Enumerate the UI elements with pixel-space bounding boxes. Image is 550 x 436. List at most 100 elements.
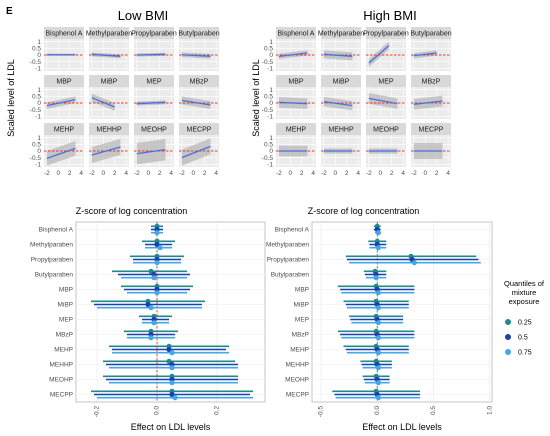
- facet-strip-label: MEP: [146, 79, 162, 86]
- x-tick-label: 2: [113, 170, 117, 177]
- facet-strip: [134, 123, 174, 135]
- x-tick-label: 2: [435, 170, 439, 177]
- fit-line: [278, 52, 308, 57]
- point-estimate: [375, 290, 381, 296]
- x-tick-label: -2: [276, 170, 282, 177]
- x-tick-label: -0.2: [94, 406, 101, 418]
- facet-strip: [366, 123, 406, 135]
- forest-panel: [75, 221, 266, 403]
- x-tick-label: 2: [345, 170, 349, 177]
- y-tick-label: 0: [269, 52, 273, 59]
- x-tick-label: -0.5: [318, 406, 325, 418]
- fit-line: [323, 53, 353, 57]
- y-tick-label: 0: [269, 100, 273, 107]
- facet-methylparaben: Methylparaben: [318, 27, 364, 71]
- point-estimate: [375, 230, 381, 236]
- category-label: MEHP: [54, 347, 73, 354]
- facet-strip: [276, 75, 316, 87]
- facet-mep: MEP: [134, 75, 174, 119]
- legend-title: mixture: [512, 288, 537, 297]
- y-tick-label: 1: [269, 87, 273, 94]
- facet-strip: [321, 123, 361, 135]
- point-estimate: [373, 275, 379, 281]
- facet-strip-label: MBzP: [422, 79, 441, 86]
- fit-line: [91, 97, 115, 108]
- y-tick-label: 0: [37, 52, 41, 59]
- high-bmi-title: High BMI: [363, 8, 416, 23]
- y-tick-label: -1: [35, 66, 41, 73]
- y-tick-label: 0.5: [264, 142, 273, 149]
- facet-strip-label: Methylparaben: [86, 31, 132, 38]
- x-axis-title: Effect on LDL levels: [131, 422, 211, 432]
- y-tick-label: -1: [267, 162, 273, 169]
- y-tick-label: -0.5: [30, 107, 42, 114]
- x-axis-title: Z-score of log concentration: [308, 206, 420, 216]
- x-tick-label: 4: [124, 170, 128, 177]
- facet-mbp: MBP 10.50-0.5-1: [30, 75, 84, 121]
- category-label: Bisphenol A: [275, 227, 310, 234]
- y-tick-label: -0.5: [262, 59, 274, 66]
- legend-title: Quantiles of: [504, 279, 545, 288]
- facet-butylparaben: Butylparaben: [410, 27, 452, 71]
- category-label: MBP: [295, 287, 309, 294]
- category-label: MBP: [59, 287, 73, 294]
- facet-mecpp: MECPP -2 0 2 4: [411, 123, 451, 177]
- y-tick-label: 0: [37, 148, 41, 155]
- fit-line: [413, 52, 437, 57]
- x-tick-label: 4: [79, 170, 83, 177]
- category-label: MEOHP: [285, 377, 309, 384]
- facet-methylparaben: Methylparaben: [86, 27, 132, 71]
- x-tick-label: 0: [101, 170, 105, 177]
- y-tick-label: 1: [37, 135, 41, 142]
- facet-mibp: MiBP: [89, 75, 129, 119]
- x-tick-label: -2: [134, 170, 140, 177]
- point-estimate: [148, 305, 154, 311]
- x-tick-label: 2: [68, 170, 72, 177]
- facet-strip-label: MEOHP: [141, 127, 167, 134]
- legend-label: 0.5: [518, 335, 528, 342]
- x-tick-label: 4: [401, 170, 405, 177]
- fit-line: [91, 146, 121, 156]
- x-tick-label: 2: [158, 170, 162, 177]
- facet-strip: [411, 27, 451, 39]
- x-tick-label: 0.0: [374, 406, 381, 415]
- fit-line: [46, 99, 76, 107]
- y-tick-label: -1: [35, 114, 41, 121]
- facet-strip-label: MBzP: [190, 79, 209, 86]
- facet-strip-label: Methylparaben: [318, 31, 364, 38]
- fit-line: [368, 97, 398, 105]
- x-tick-label: 0.0: [154, 406, 161, 415]
- panel-letter: E: [6, 6, 13, 17]
- x-tick-label: 2: [300, 170, 304, 177]
- facet-strip-label: Butylparaben: [178, 31, 219, 38]
- y-axis-title: Scaled level of LDL: [251, 59, 261, 137]
- facet-strip: [134, 75, 174, 87]
- facet-strip-label: MEHP: [286, 127, 307, 134]
- facet-strip-label: MiBP: [333, 79, 350, 86]
- x-axis-title: Z-score of log concentration: [76, 206, 188, 216]
- y-tick-label: 1: [269, 135, 273, 142]
- facet-mehhp: MEHHP -2 0 2 4: [321, 123, 361, 177]
- facet-strip: [366, 75, 406, 87]
- facet-strip-label: Propylparaben: [131, 31, 177, 38]
- facet-strip: [44, 27, 84, 39]
- facet-bisphenol-a: Bisphenol A 10.50-0.5-1: [30, 27, 84, 73]
- facet-strip-label: MECPP: [419, 127, 444, 134]
- x-tick-label: 4: [214, 170, 218, 177]
- x-tick-label: 0: [378, 170, 382, 177]
- point-estimate: [154, 290, 160, 296]
- forest-panel: [311, 221, 493, 403]
- facet-mbp: MBP 10.50-0.5-1: [262, 75, 316, 121]
- category-label: Bisphenol A: [39, 227, 74, 234]
- fit-line: [181, 145, 211, 159]
- x-tick-label: 0: [288, 170, 292, 177]
- point-estimate: [169, 350, 175, 356]
- legend-label: 0.75: [518, 350, 532, 357]
- fit-line: [278, 101, 308, 105]
- x-tick-label: 0: [191, 170, 195, 177]
- x-tick-label: 2: [390, 170, 394, 177]
- category-label: MECPP: [50, 392, 73, 399]
- x-tick-label: 4: [446, 170, 450, 177]
